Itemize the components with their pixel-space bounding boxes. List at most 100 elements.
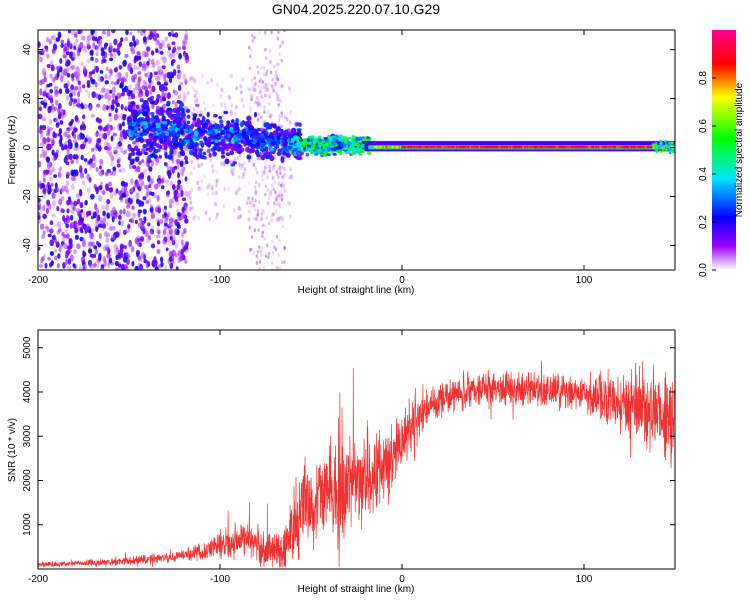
heatmap-cell: [75, 207, 80, 213]
heatmap-cell: [246, 139, 252, 145]
heatmap-cell: [157, 264, 162, 269]
heatmap-cell: [216, 82, 219, 87]
heatmap-cell: [151, 226, 155, 231]
heatmap-cell: [258, 267, 261, 270]
heatmap-cell: [46, 227, 50, 233]
heatmap-cell: [97, 242, 102, 248]
heatmap-cell: [112, 166, 117, 172]
heatmap-cell: [152, 132, 157, 137]
heatmap-cell: [110, 155, 115, 162]
heatmap-cell: [246, 196, 250, 201]
heatmap-cell: [123, 244, 127, 250]
heatmap-cell: [138, 92, 143, 99]
heatmap-cell: [52, 156, 56, 162]
heatmap-cell: [263, 223, 266, 228]
heatmap-cell: [182, 42, 186, 50]
heatmap-cell: [115, 102, 121, 108]
heatmap-cell: [219, 102, 223, 107]
heatmap-cell: [275, 217, 279, 223]
heatmap-cell: [189, 139, 194, 145]
heatmap-cell: [55, 117, 60, 124]
heatmap-cell: [94, 249, 99, 255]
heatmap-cell: [230, 163, 236, 167]
heatmap-cell: [247, 196, 251, 201]
heatmap-cell: [133, 109, 138, 115]
heatmap-cell: [276, 37, 280, 41]
heatmap-cell: [84, 168, 88, 174]
heatmap-cell: [173, 140, 179, 147]
heatmap-cell: [45, 207, 49, 215]
heatmap-cell: [240, 97, 244, 103]
heatmap-cell: [170, 228, 174, 233]
heatmap-cell: [134, 168, 138, 173]
heatmap-cell: [195, 90, 199, 95]
heatmap-cell: [56, 222, 59, 228]
heatmap-cell: [238, 186, 241, 192]
heatmap-cell: [290, 174, 294, 179]
heatmap-cell: [165, 191, 170, 198]
heatmap-cell: [145, 107, 150, 113]
heatmap-cell: [280, 84, 283, 88]
heatmap-cell: [42, 136, 47, 144]
heatmap-cell: [127, 116, 133, 123]
heatmap-cell: [156, 65, 162, 71]
heatmap-cell: [53, 193, 57, 199]
heatmap-cell: [275, 235, 279, 239]
heatmap-cell: [208, 183, 211, 188]
heatmap-cell: [42, 230, 46, 235]
heatmap-cell: [38, 197, 41, 203]
heatmap-cell: [302, 142, 308, 146]
heatmap-cell: [127, 84, 132, 90]
heatmap-cell: [214, 202, 217, 207]
heatmap-cell: [66, 67, 70, 72]
heatmap-cell: [129, 159, 134, 165]
heatmap-cell: [220, 87, 224, 93]
heatmap-cell: [147, 190, 152, 196]
heatmap-cell: [173, 165, 178, 170]
heatmap-cell: [249, 247, 252, 252]
heatmap-cell: [277, 253, 280, 257]
heatmap-cell: [163, 222, 168, 227]
heatmap-cell: [38, 246, 41, 251]
heatmap-cell: [142, 36, 147, 43]
heatmap-cell: [178, 52, 182, 60]
heatmap-cell: [154, 71, 158, 76]
heatmap-cell: [72, 206, 76, 211]
heatmap-cell: [256, 118, 260, 122]
heatmap-cell: [79, 201, 84, 209]
heatmap-cell: [53, 117, 58, 122]
heatmap-cell: [185, 108, 191, 114]
heatmap-cell: [225, 152, 231, 156]
heatmap-cell: [189, 171, 193, 176]
heatmap-cell: [46, 156, 50, 163]
heatmap-cell: [275, 196, 279, 202]
heatmap-cell: [87, 241, 92, 249]
heatmap-cell: [53, 40, 57, 45]
heatmap-cell: [40, 78, 45, 85]
heatmap-cell: [248, 225, 252, 230]
heatmap-cell: [132, 140, 137, 145]
heatmap-cell: [190, 188, 194, 193]
heatmap-cell: [290, 137, 296, 142]
heatmap-cell: [283, 30, 286, 33]
heatmap-cell: [163, 86, 168, 92]
heatmap-cell: [241, 131, 247, 138]
heatmap-cell: [206, 121, 212, 125]
heatmap-cell: [260, 95, 264, 100]
heatmap-cell: [268, 164, 271, 170]
heatmap-cell: [57, 113, 62, 120]
heatmap-cell: [177, 122, 182, 128]
heatmap-cell: [266, 151, 271, 157]
heatmap-cell: [183, 35, 189, 43]
heatmap-cell: [57, 253, 61, 259]
heatmap-cell: [38, 53, 41, 59]
heatmap-cell: [134, 55, 139, 61]
heatmap-cell: [95, 65, 99, 73]
heatmap-cell: [229, 111, 233, 116]
heatmap-cell: [82, 223, 87, 230]
heatmap-cell: [142, 111, 149, 117]
heatmap-cell: [49, 239, 54, 247]
heatmap-cell: [179, 102, 185, 107]
heatmap-cell: [72, 263, 76, 268]
heatmap-cell: [246, 86, 250, 91]
